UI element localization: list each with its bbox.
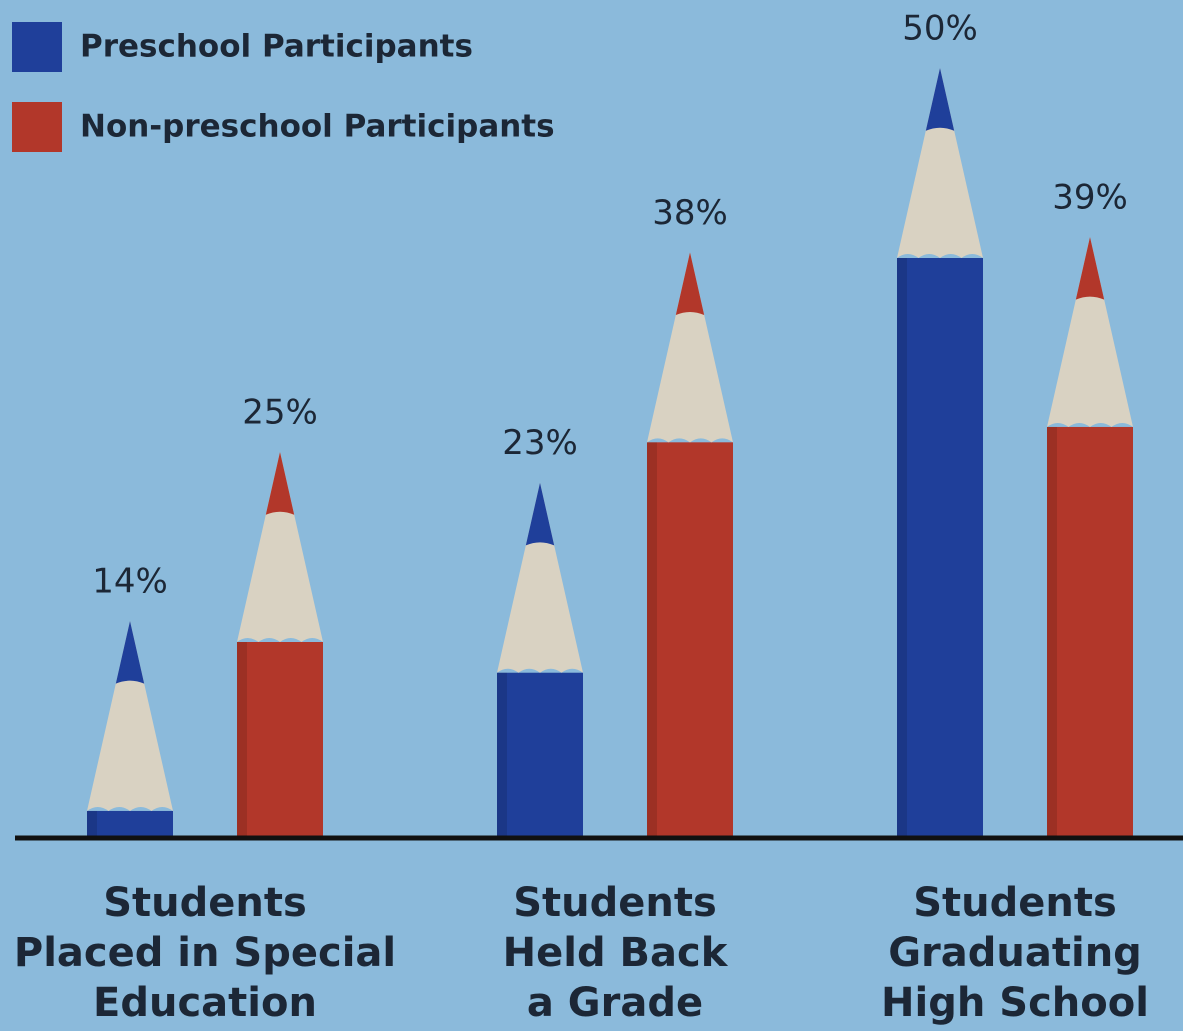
category-label: High School	[881, 980, 1149, 1026]
pencil-bar	[497, 482, 583, 836]
category-label: Graduating	[888, 930, 1142, 976]
pencil-body	[897, 258, 983, 836]
pencil-lead	[115, 620, 145, 684]
pencil-lead	[525, 482, 555, 546]
pencil-shade	[647, 442, 657, 836]
pencil-shade	[87, 810, 97, 836]
pencil-shade	[237, 642, 247, 836]
pencil-lead	[1075, 236, 1105, 300]
value-label: 38%	[652, 193, 728, 233]
pencil-shade	[897, 258, 907, 836]
legend-swatch	[12, 102, 62, 152]
pencil-wood	[1047, 236, 1133, 427]
category-label: Students	[513, 880, 717, 926]
pencil-body	[647, 442, 733, 836]
pencil-body	[237, 642, 323, 836]
pencil-wood	[897, 68, 983, 258]
pencil-bar	[1047, 236, 1133, 836]
legend-text: Non-preschool Participants	[80, 109, 555, 145]
pencil-lead	[925, 68, 955, 131]
value-label: 39%	[1052, 177, 1128, 217]
pencil-wood	[237, 452, 323, 642]
category-label: Placed in Special	[14, 930, 396, 976]
category-label: Students	[103, 880, 307, 926]
pencil-wood	[497, 482, 583, 673]
category-label: Students	[913, 880, 1117, 926]
value-label: 14%	[92, 561, 168, 601]
value-label: 23%	[502, 423, 578, 463]
legend-text: Preschool Participants	[80, 29, 473, 65]
value-label: 50%	[902, 9, 978, 49]
pencil-bar	[237, 452, 323, 836]
value-label: 25%	[242, 393, 318, 433]
pencil-shade	[1047, 426, 1057, 836]
pencil-lead	[675, 252, 705, 316]
pencil-body	[497, 672, 583, 836]
category-label: Education	[93, 980, 317, 1026]
pencil-bar	[897, 68, 983, 836]
pencil-wood	[647, 252, 733, 443]
pencil-bar	[647, 252, 733, 836]
category-label: Held Back	[503, 930, 729, 976]
legend-swatch	[12, 22, 62, 72]
pencil-body	[1047, 426, 1133, 836]
pencil-shade	[497, 672, 507, 836]
category-label: a Grade	[527, 980, 703, 1026]
pencil-body	[87, 810, 173, 836]
pencil-wood	[87, 620, 173, 811]
pencil-lead	[265, 452, 295, 515]
pencil-bar	[87, 620, 173, 836]
